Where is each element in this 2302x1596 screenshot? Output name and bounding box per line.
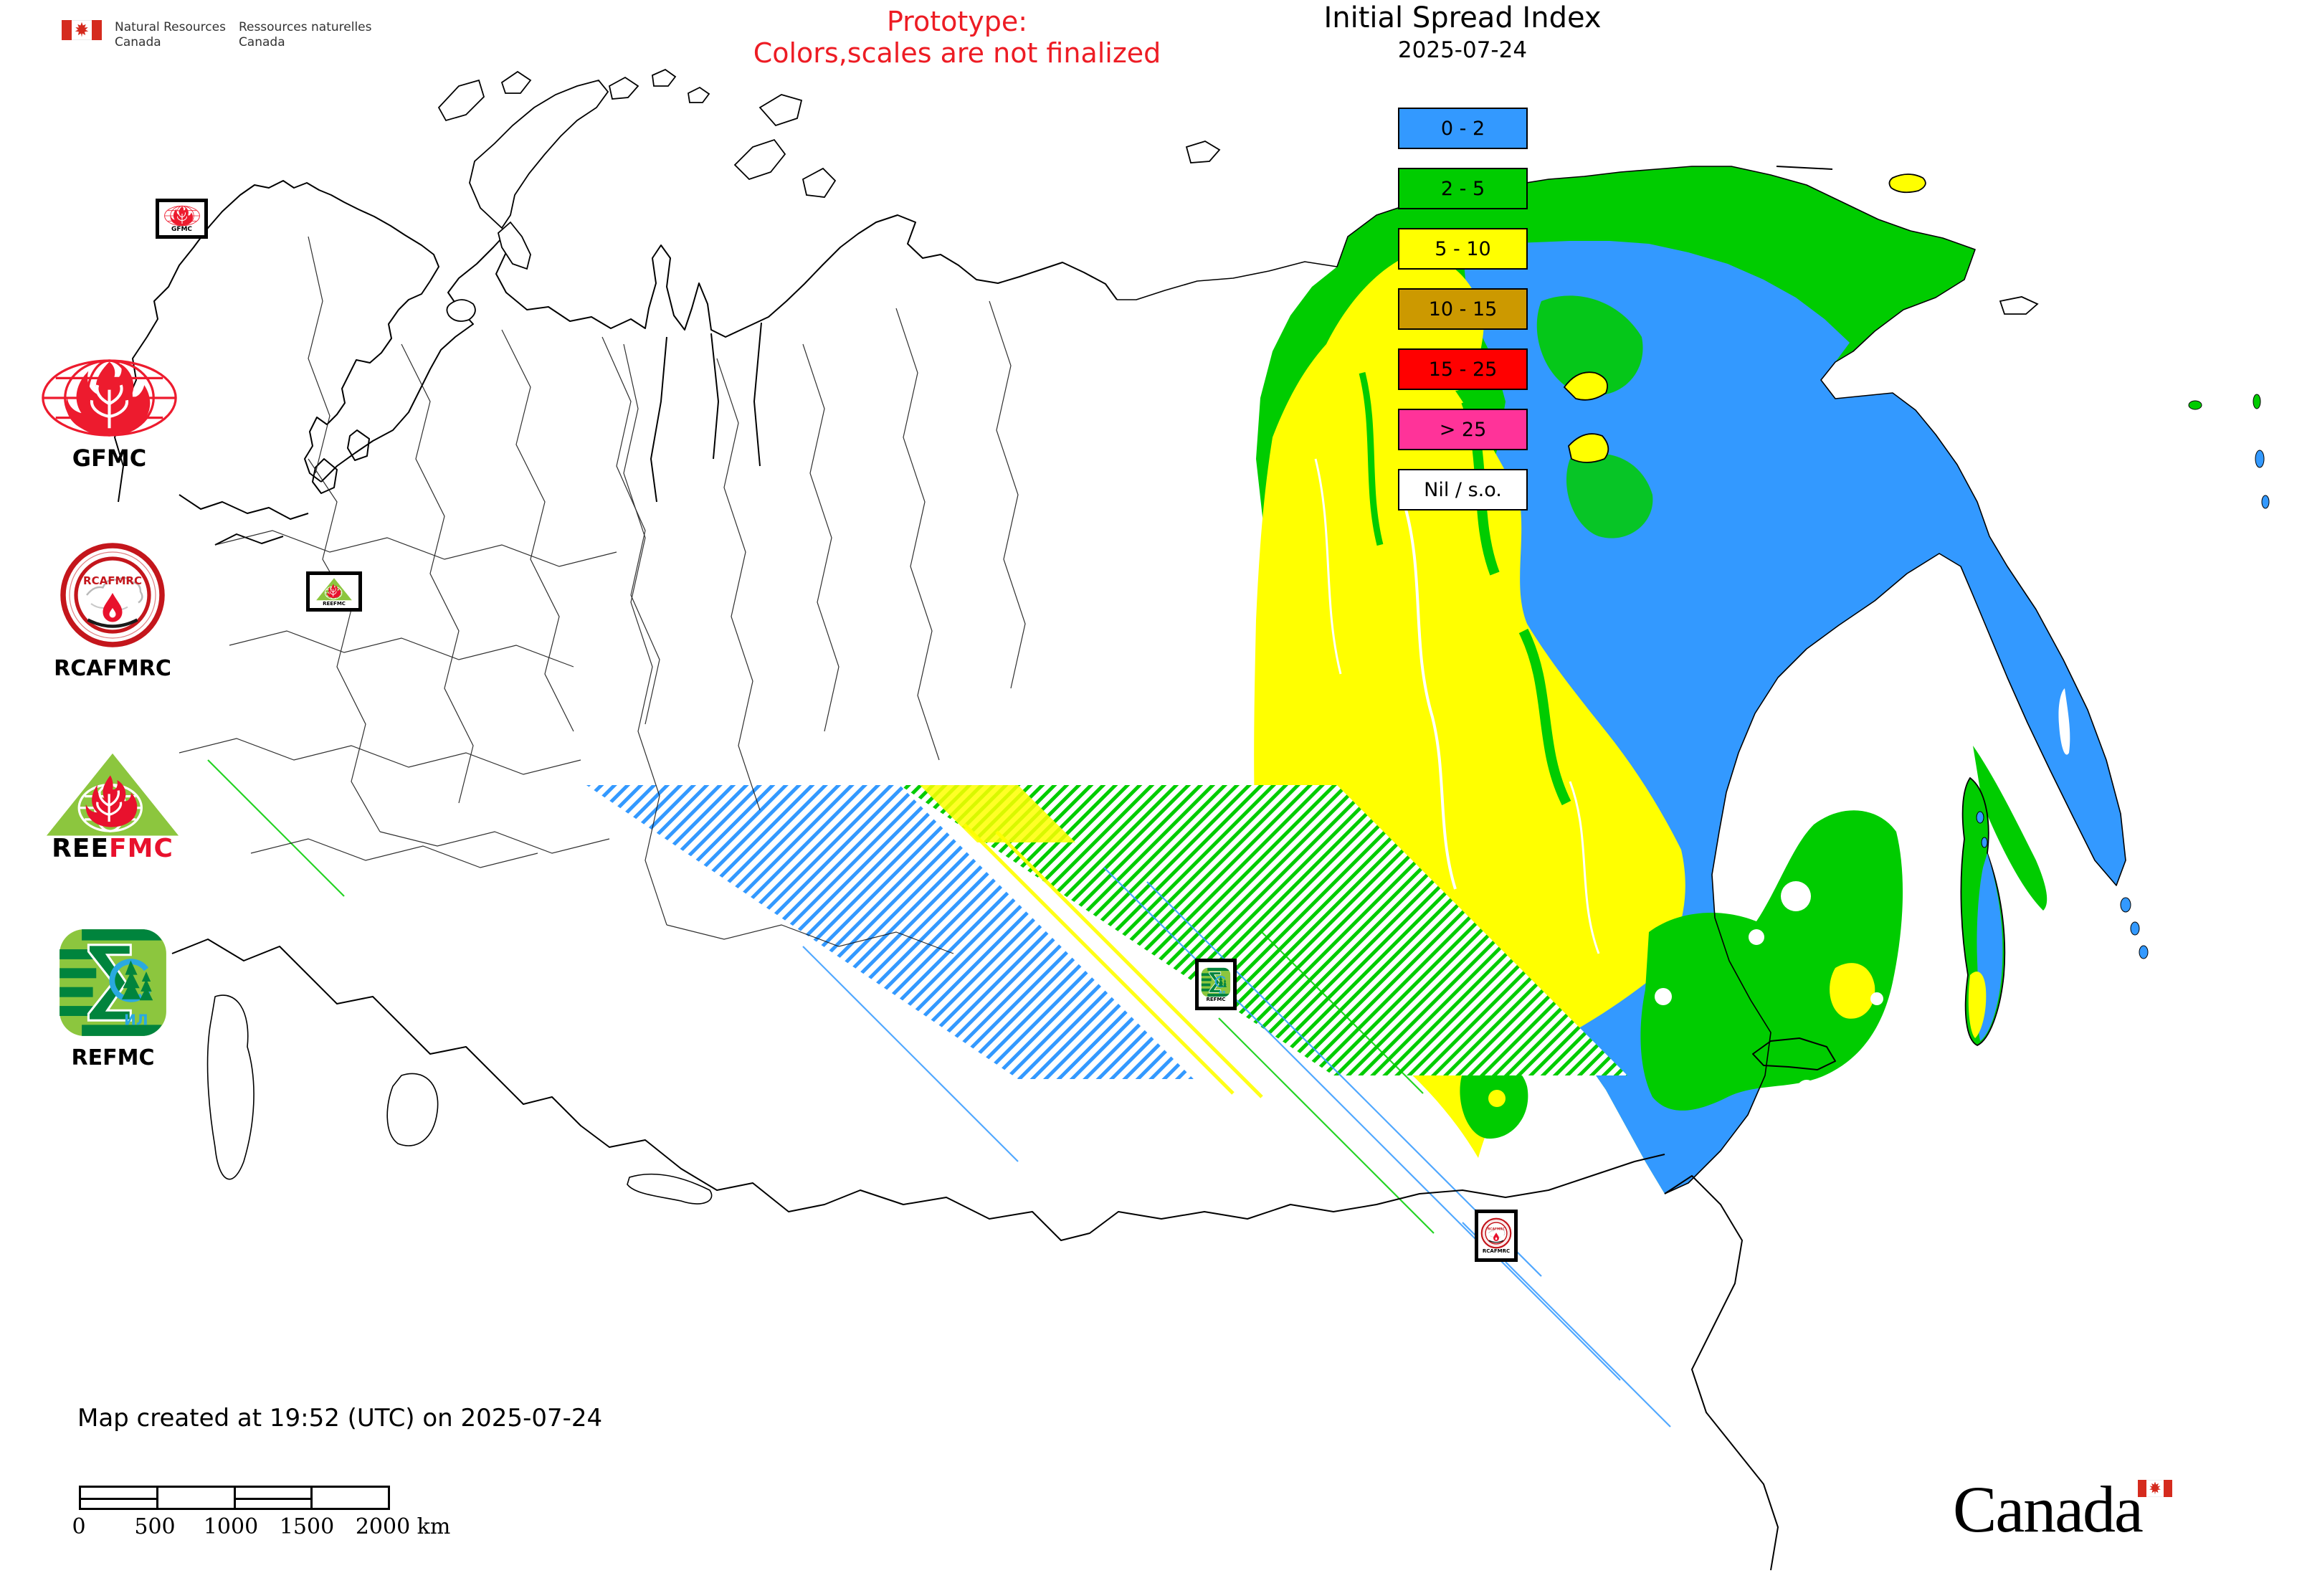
legend-label: 15 - 25 [1428,358,1498,381]
legend-label: 10 - 15 [1428,298,1498,320]
scale-bar-segment [235,1488,313,1508]
nrcan-french: Ressources naturelles Canada [239,20,372,51]
streak-artifact-band [207,759,1671,1428]
legend-class-10-15: 10 - 15 [1398,288,1528,330]
prototype-line2: Colors,scales are not finalized [753,37,1161,69]
map-created-text: Map created at 19:52 (UTC) on 2025-07-24 [77,1404,603,1433]
scale-bar [79,1486,390,1510]
reefmc-label-red: FMC [109,834,173,863]
canada-wordmark: Canada [1953,1471,2142,1547]
map-marker-refmc-label: REFMC [1206,996,1226,1002]
legend-class-gt25: > 25 [1398,409,1528,450]
nrcan-en-line2: Canada [115,35,161,50]
legend-date: 2025-07-24 [1397,37,1528,63]
scale-bar-segment [81,1488,158,1508]
nrcan-fr-line2: Canada [238,35,285,50]
gfmc-logo [39,357,179,442]
prototype-line1: Prototype: [886,6,1028,37]
legend-title: Initial Spread Index [1323,1,1602,34]
admin-borders [179,236,1026,954]
reefmc-label-black: REE [52,834,110,863]
map-marker-reefmc: REEFMC [306,571,362,612]
isi-data-region [1115,166,2126,1194]
legend-class-2-5: 2 - 5 [1398,168,1528,209]
nrcan-en-line1: Natural Resources [115,20,226,34]
legend-class-15-25: 15 - 25 [1398,348,1528,390]
scale-tick-1000: 1000 [203,1514,259,1539]
map-marker-gfmc: GFMC [156,199,208,239]
gfmc-label: GFMC [72,445,147,472]
sakhalin-detail [1968,853,2003,1041]
scale-bar-segment [158,1488,236,1508]
prototype-warning: Prototype: Colors,scales are not finaliz… [645,6,1269,69]
legend-label: 0 - 2 [1440,117,1485,140]
wordmark-flag-icon [2138,1480,2172,1497]
nrcan-signature: Natural Resources Canada Ressources natu… [62,20,372,51]
lake-holes [1655,688,2070,1100]
nrcan-english: Natural Resources Canada [115,20,226,51]
scale-tick-1500: 1500 [279,1514,335,1539]
canada-wordmark-text: Canada [1953,1473,2144,1546]
reefmc-logo [37,750,188,843]
map-marker-rcafmrc: RCAFMRC [1475,1210,1518,1262]
map-marker-gfmc-label: GFMC [171,225,193,233]
legend-class-nil: Nil / s.o. [1398,469,1528,510]
scale-tick-2000: 2000 [355,1514,411,1539]
legend-label: > 25 [1439,418,1487,441]
refmc-label: REFMC [71,1045,155,1070]
legend-label: 2 - 5 [1440,177,1485,200]
legend-label: Nil / s.o. [1424,478,1502,501]
legend-class-0-2: 0 - 2 [1398,108,1528,149]
map-marker-refmc: REFMC [1195,959,1237,1010]
scale-tick-500: 500 [134,1514,176,1539]
rcafmrc-label: RCAFMRC [54,656,171,681]
legend-class-5-10: 5 - 10 [1398,228,1528,270]
scale-tick-0: 0 [72,1514,86,1539]
scale-unit: km [417,1514,451,1539]
island-specks [1976,394,2270,959]
canada-flag-icon [62,20,102,40]
scale-bar-segment [313,1488,388,1508]
refmc-logo [57,927,168,1041]
scale-bar-labels: 0 500 1000 1500 2000 km [43,1514,487,1543]
map-marker-reefmc-label: REEFMC [323,600,346,607]
nrcan-fr-line1: Ressources naturelles [238,20,372,34]
map-marker-rcafmrc-label: RCAFMRC [1482,1248,1511,1254]
rcafmrc-logo [59,541,166,652]
reefmc-label: REEFMC [27,834,199,863]
legend-label: 5 - 10 [1435,237,1491,260]
